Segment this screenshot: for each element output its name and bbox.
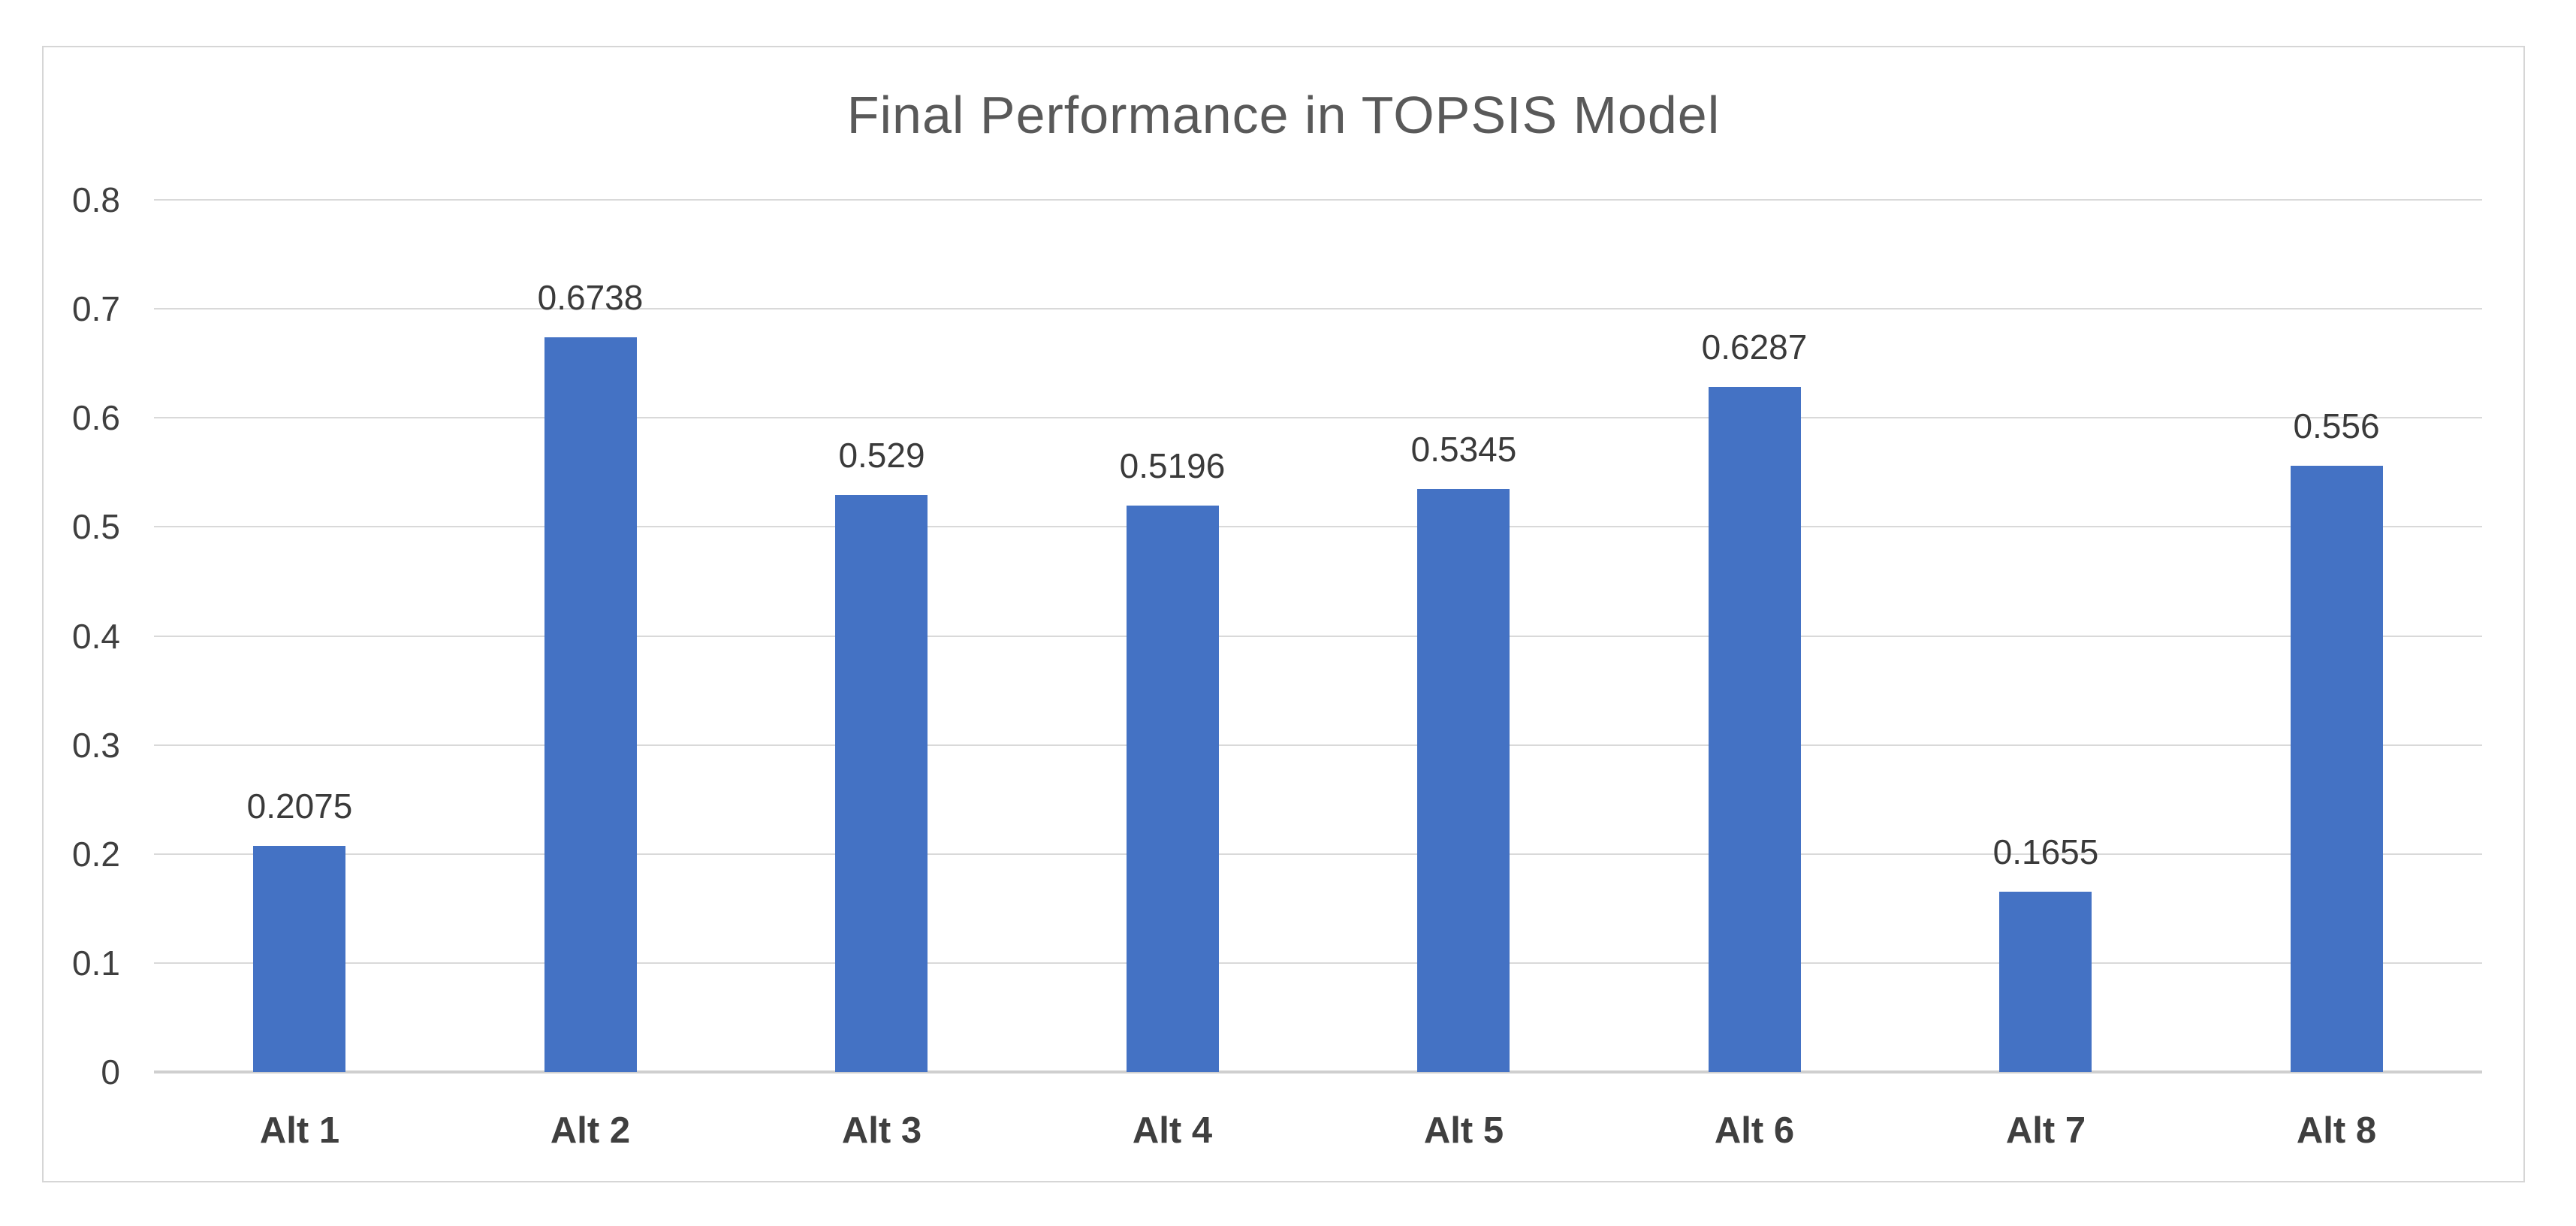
y-tick-label: 0.8 (72, 180, 120, 219)
x-axis-label: Alt 6 (1714, 1110, 1795, 1151)
gridline (154, 526, 2482, 527)
bar-value-label: 0.1655 (1992, 832, 2099, 871)
x-axis-label: Alt 7 (2005, 1110, 2086, 1151)
gridline (154, 636, 2482, 637)
y-tick-label: 0.5 (72, 507, 120, 546)
bar-value-label: 0.556 (2293, 406, 2380, 445)
gridline (154, 417, 2482, 418)
y-tick-label: 0.6 (72, 398, 120, 437)
gridline (154, 853, 2482, 855)
chart-frame (42, 46, 2525, 1182)
y-tick-label: 0 (101, 1052, 120, 1092)
bar-value-label: 0.6738 (537, 278, 644, 317)
gridline (154, 962, 2482, 964)
bar (1417, 489, 1510, 1072)
bar (1127, 506, 1219, 1072)
x-axis-label: Alt 4 (1132, 1110, 1213, 1151)
x-axis-label: Alt 5 (1423, 1110, 1504, 1151)
bar (2291, 466, 2383, 1072)
y-tick-label: 0.4 (72, 617, 120, 656)
bar-value-label: 0.5196 (1119, 446, 1226, 485)
gridline (154, 199, 2482, 201)
bar (1999, 892, 2092, 1072)
bar (253, 846, 345, 1072)
y-tick-label: 0.7 (72, 289, 120, 328)
y-tick-label: 0.2 (72, 835, 120, 874)
bar (835, 495, 928, 1072)
x-axis-line (154, 1070, 2482, 1074)
bar-value-label: 0.5345 (1410, 430, 1517, 469)
gridline (154, 308, 2482, 310)
bar-value-label: 0.6287 (1701, 328, 1808, 367)
chart-title: Final Performance in TOPSIS Model (846, 86, 1721, 144)
x-axis-label: Alt 1 (259, 1110, 340, 1151)
bar (1709, 387, 1801, 1072)
x-axis-label: Alt 3 (841, 1110, 922, 1151)
x-axis-label: Alt 8 (2296, 1110, 2377, 1151)
y-tick-label: 0.1 (72, 944, 120, 983)
bar (544, 337, 637, 1072)
bar-value-label: 0.529 (838, 436, 925, 475)
x-axis-label: Alt 2 (550, 1110, 631, 1151)
y-tick-label: 0.3 (72, 726, 120, 765)
gridline (154, 744, 2482, 746)
bar-value-label: 0.2075 (246, 787, 353, 826)
